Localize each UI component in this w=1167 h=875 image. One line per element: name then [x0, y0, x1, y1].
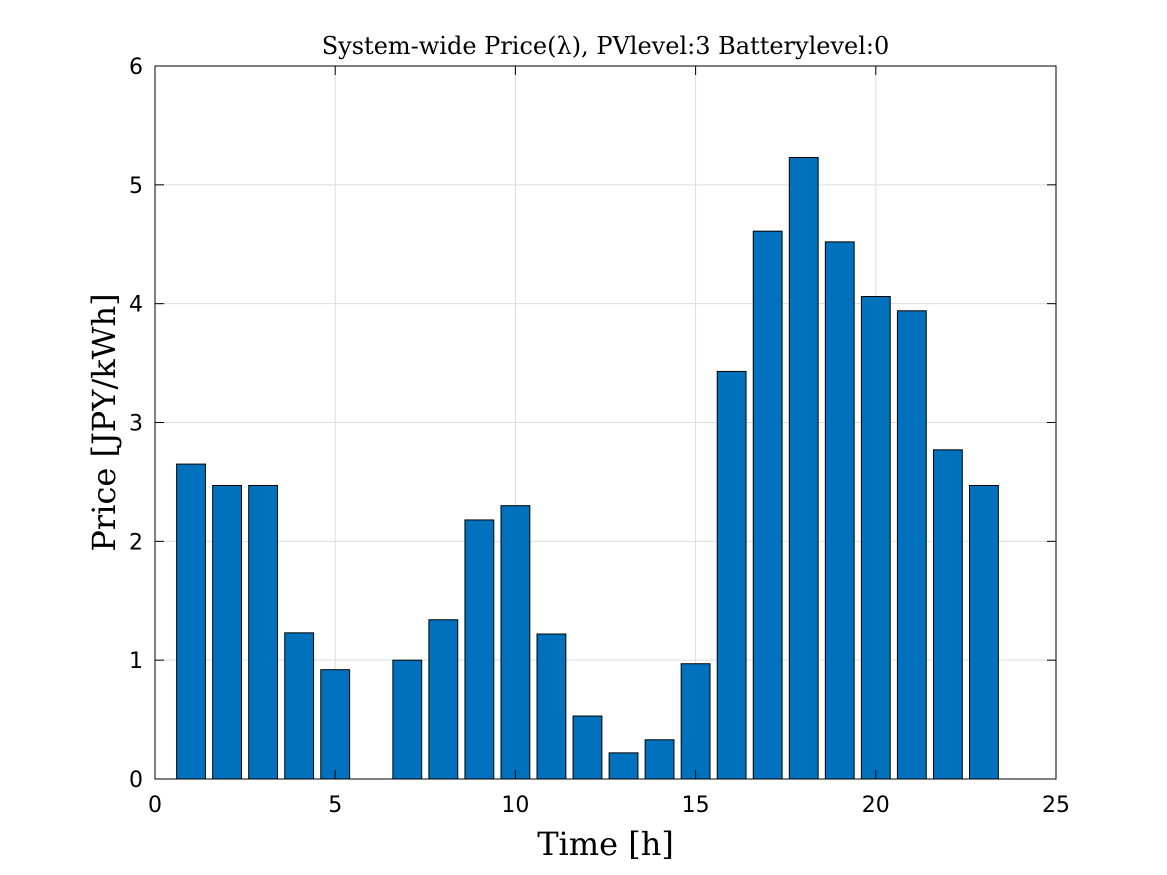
bars: [176, 157, 999, 780]
bar-hour-4: [284, 632, 315, 780]
bar-hour-19: [824, 241, 855, 780]
y-tick-label: 2: [129, 530, 143, 555]
y-tick-label: 1: [129, 649, 143, 674]
bar-hour-17: [752, 230, 783, 780]
y-tick-label: 6: [129, 55, 143, 80]
bar-hour-7: [392, 659, 423, 780]
bar-hour-22: [932, 449, 963, 780]
bar-hour-21: [896, 310, 927, 780]
bar-hour-20: [860, 296, 891, 780]
chart-title: System-wide Price(λ), PVlevel:3 Batteryl…: [322, 32, 890, 60]
x-axis-label: Time [h]: [537, 825, 674, 863]
y-tick-label: 3: [129, 412, 143, 437]
bar-hour-9: [464, 519, 495, 780]
bar-hour-15: [680, 663, 711, 780]
x-tick-label: 0: [148, 793, 162, 818]
bar-hour-14: [644, 739, 675, 780]
x-tick-labels: 0 5 10 15 20 25: [148, 793, 1070, 818]
y-tick-label: 4: [129, 293, 143, 318]
bar-hour-13: [608, 752, 639, 780]
bar-hour-8: [428, 619, 459, 780]
x-tick-label: 5: [328, 793, 342, 818]
bar-hour-10: [500, 505, 531, 780]
y-tick-labels: 0 1 2 3 4 5 6: [129, 55, 143, 793]
y-tick-label: 0: [129, 768, 143, 793]
x-tick-label: 10: [501, 793, 529, 818]
bar-hour-18: [788, 157, 819, 780]
x-tick-label: 25: [1042, 793, 1070, 818]
y-tick-label: 5: [129, 174, 143, 199]
bar-hour-1: [176, 463, 206, 780]
axis-ticks: [154, 65, 1057, 780]
y-axis-label: Price [JPY/kWh]: [85, 293, 123, 551]
bar-hour-16: [716, 370, 747, 780]
x-tick-label: 15: [682, 793, 710, 818]
bar-hour-5: [320, 669, 351, 780]
bar-hour-2: [212, 484, 242, 780]
x-tick-label: 20: [862, 793, 890, 818]
bar-hour-23: [969, 484, 999, 780]
bar-hour-3: [248, 484, 279, 780]
bar-hour-11: [536, 633, 567, 780]
bar-hour-12: [572, 715, 603, 780]
